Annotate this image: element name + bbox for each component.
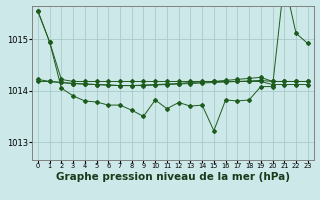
- X-axis label: Graphe pression niveau de la mer (hPa): Graphe pression niveau de la mer (hPa): [56, 172, 290, 182]
